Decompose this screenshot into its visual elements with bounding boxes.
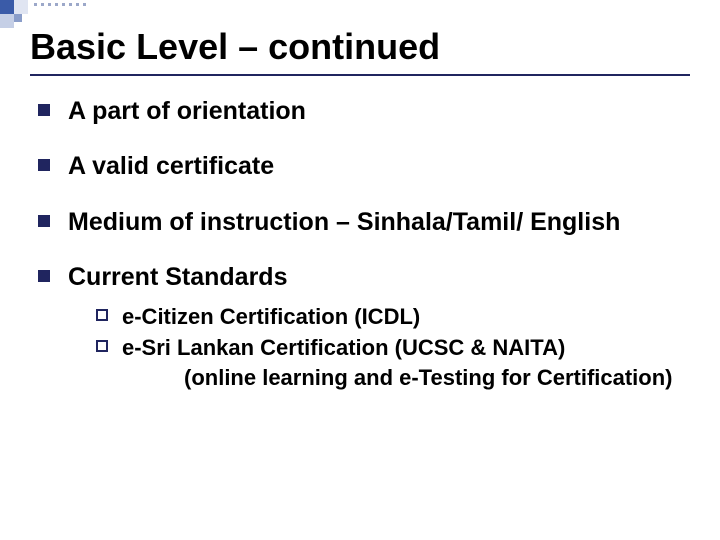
bullet-icon bbox=[38, 215, 50, 227]
sub-bullet-icon bbox=[96, 309, 108, 321]
sub-bullet-icon bbox=[96, 340, 108, 352]
bullet-icon bbox=[38, 159, 50, 171]
sub-item: e-Sri Lankan Certification (UCSC & NAITA… bbox=[96, 334, 690, 363]
bullet-icon bbox=[38, 270, 50, 282]
content-area: A part of orientation A valid certificat… bbox=[38, 96, 690, 393]
sub-text: e-Sri Lankan Certification (UCSC & NAITA… bbox=[122, 334, 565, 363]
bullet-text: Medium of instruction – Sinhala/Tamil/ E… bbox=[68, 207, 620, 238]
bullet-item: Medium of instruction – Sinhala/Tamil/ E… bbox=[38, 207, 690, 238]
slide-title: Basic Level – continued bbox=[30, 26, 690, 74]
bullet-text: Current Standards bbox=[68, 262, 287, 293]
bullet-text: A part of orientation bbox=[68, 96, 306, 127]
bullet-icon bbox=[38, 104, 50, 116]
sub-text: e-Citizen Certification (ICDL) bbox=[122, 303, 420, 332]
bullet-text: A valid certificate bbox=[68, 151, 274, 182]
bullet-item: A part of orientation bbox=[38, 96, 690, 127]
bullet-item: A valid certificate bbox=[38, 151, 690, 182]
title-block: Basic Level – continued bbox=[30, 26, 690, 76]
sub-extra-text: (online learning and e-Testing for Certi… bbox=[184, 364, 690, 393]
sub-list: e-Citizen Certification (ICDL) e-Sri Lan… bbox=[96, 303, 690, 393]
sub-item: e-Citizen Certification (ICDL) bbox=[96, 303, 690, 332]
title-underline bbox=[30, 74, 690, 76]
bullet-item: Current Standards bbox=[38, 262, 690, 293]
